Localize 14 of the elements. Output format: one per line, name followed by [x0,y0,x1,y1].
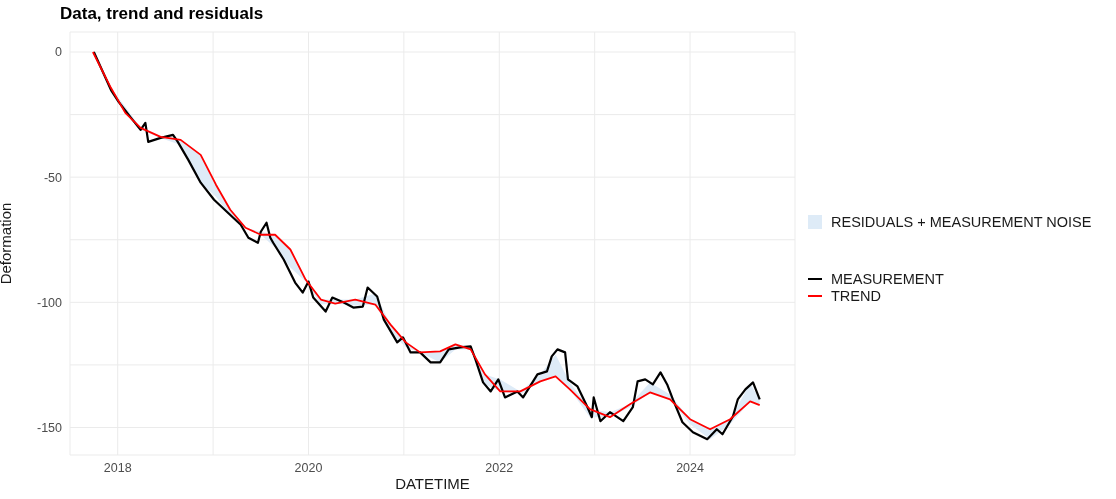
y-axis-title: Deformation [0,202,15,285]
y-tick-label: -100 [36,295,63,310]
x-axis-title: DATETIME [395,475,470,492]
y-tick-label: -50 [43,170,63,185]
y-tick-label: -150 [36,420,63,435]
y-tick-label: 0 [55,45,63,60]
x-tick-label: 2018 [103,460,132,475]
chart-title: Data, trend and residuals [60,4,264,24]
legend-label: MEASUREMENT [831,270,944,287]
x-tick-label: 2024 [676,460,705,475]
x-tick-label: 2020 [294,460,323,475]
legend-label: TREND [831,287,881,304]
x-tick-label: 2022 [485,460,514,475]
legend-label: RESIDUALS + MEASUREMENT NOISE [831,214,1092,230]
